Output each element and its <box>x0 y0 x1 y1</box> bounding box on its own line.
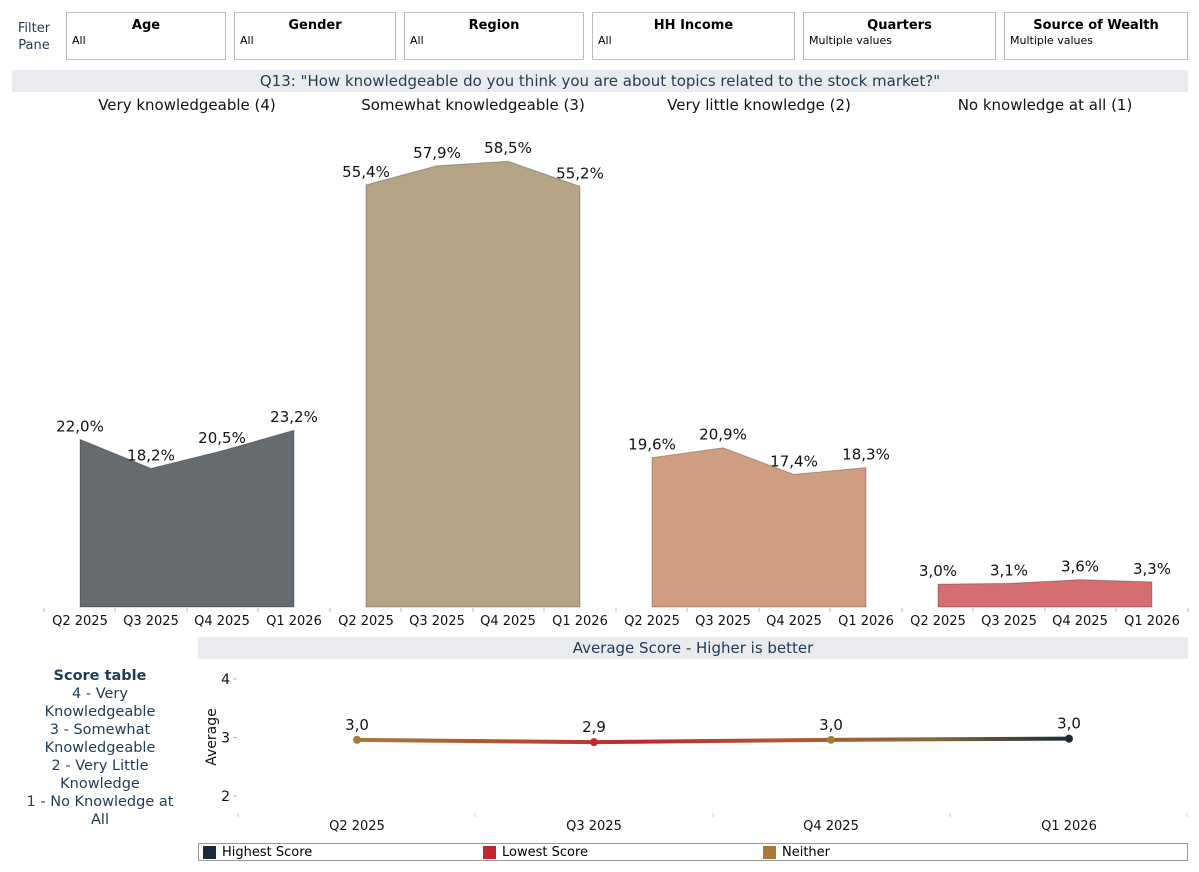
data-label: 57,9% <box>413 144 461 162</box>
data-label: 3,3% <box>1133 560 1171 578</box>
area-very-knowledgeable-4 <box>79 429 295 608</box>
filter-gender-title: Gender <box>288 18 342 33</box>
filter-source-of-wealth-title: Source of Wealth <box>1033 18 1159 33</box>
legend-swatch-lowest <box>483 846 496 859</box>
filter-age[interactable]: Age All <box>66 12 226 60</box>
x-tick-label: Q2 2025 <box>624 614 680 629</box>
panel-header-somewhat-knowledgeable-3: Somewhat knowledgeable (3) <box>361 96 585 114</box>
filter-pane-label: Filter Pane <box>17 21 51 53</box>
area-no-knowledge-at-all-1 <box>937 579 1153 608</box>
x-tick-label: Q1 2026 <box>266 614 322 629</box>
average-point <box>1065 734 1073 743</box>
filter-source-of-wealth-value: Multiple values <box>1010 34 1093 47</box>
x-tick-label: Q4 2025 <box>766 614 822 629</box>
filter-source-of-wealth[interactable]: Source of Wealth Multiple values <box>1004 12 1188 60</box>
x-tick-label: Q4 2025 <box>1052 614 1108 629</box>
x-tick-label: Q1 2026 <box>1124 614 1180 629</box>
y-tick-label: 4 <box>221 672 230 688</box>
score-table-line: 4 - Very Knowledgeable <box>44 686 156 720</box>
score-table-title: Score table <box>53 668 147 684</box>
data-label: 19,6% <box>628 436 676 454</box>
data-label: 17,4% <box>770 452 818 470</box>
x-tick-label: Q3 2025 <box>695 614 751 629</box>
data-label: 18,2% <box>127 446 175 464</box>
average-data-label: 2,9 <box>582 718 606 736</box>
filter-hh-income-value: All <box>598 34 612 47</box>
legend-item-lowest[interactable]: Lowest Score <box>483 845 588 860</box>
filter-quarters-title: Quarters <box>867 18 932 33</box>
y-tick-label: 2 <box>221 789 230 805</box>
filter-quarters-value: Multiple values <box>809 34 892 47</box>
data-label: 3,1% <box>990 561 1028 579</box>
legend: Highest Score Lowest Score Neither <box>198 843 1188 861</box>
data-label: 20,5% <box>198 429 246 447</box>
average-data-label: 3,0 <box>819 716 843 734</box>
x-tick-label: Q4 2025 <box>480 614 536 629</box>
legend-label-highest: Highest Score <box>222 845 313 860</box>
x-tick-label: Q1 2026 <box>838 614 894 629</box>
panel-header-very-knowledgeable-4: Very knowledgeable (4) <box>98 96 276 114</box>
legend-label-neither: Neither <box>782 845 831 860</box>
average-point <box>590 738 598 747</box>
data-label: 55,4% <box>342 163 390 181</box>
x-tick-label: Q1 2026 <box>1041 819 1097 834</box>
score-table: Score table 4 - Very Knowledgeable 3 - S… <box>18 667 182 829</box>
x-tick-label: Q2 2025 <box>338 614 394 629</box>
legend-swatch-highest <box>203 846 216 859</box>
filter-region[interactable]: Region All <box>404 12 584 60</box>
area-very-little-knowledge-2 <box>651 447 867 608</box>
filter-region-title: Region <box>468 18 520 33</box>
area-somewhat-knowledgeable-3 <box>365 160 581 608</box>
legend-item-neither[interactable]: Neither <box>763 845 830 860</box>
average-data-label: 3,0 <box>1057 715 1081 733</box>
x-tick-label: Q2 2025 <box>52 614 108 629</box>
data-label: 20,9% <box>699 426 747 444</box>
filter-region-value: All <box>410 34 424 47</box>
data-label: 55,2% <box>556 164 604 182</box>
average-data-label: 3,0 <box>345 716 369 734</box>
x-tick-label: Q2 2025 <box>329 819 385 834</box>
data-label: 23,2% <box>270 408 318 426</box>
question-title: Q13: "How knowledgeable do you think you… <box>12 70 1188 92</box>
average-point <box>353 735 361 744</box>
legend-item-highest[interactable]: Highest Score <box>203 845 312 860</box>
panel-header-very-little-knowledge-2: Very little knowledge (2) <box>667 96 851 114</box>
x-tick-label: Q3 2025 <box>981 614 1037 629</box>
filter-age-title: Age <box>131 18 161 33</box>
x-tick-label: Q2 2025 <box>910 614 966 629</box>
x-tick-label: Q3 2025 <box>409 614 465 629</box>
area-chart: Very knowledgeable (4) 22,0% 18,2% 20,5% 23,… <box>43 96 1189 629</box>
data-label: 58,5% <box>484 139 532 157</box>
score-table-line: 1 - No Knowledge at All <box>26 794 174 828</box>
legend-swatch-neither <box>763 846 776 859</box>
average-score-title: Average Score - Higher is better <box>198 637 1188 659</box>
average-point <box>827 735 835 744</box>
x-tick-label: Q1 2026 <box>552 614 608 629</box>
filter-gender[interactable]: Gender All <box>234 12 396 60</box>
filter-quarters[interactable]: Quarters Multiple values <box>803 12 996 60</box>
score-table-line: 2 - Very Little Knowledge <box>51 758 149 792</box>
y-tick-label: 3 <box>221 731 230 747</box>
x-tick-label: Q3 2025 <box>123 614 179 629</box>
panel-header-no-knowledge-at-all-1: No knowledge at all (1) <box>958 96 1133 114</box>
filter-gender-value: All <box>240 34 254 47</box>
data-label: 18,3% <box>842 446 890 464</box>
average-line <box>356 736 1070 745</box>
filter-hh-income-title: HH Income <box>653 18 734 33</box>
data-label: 3,6% <box>1061 558 1099 576</box>
data-label: 22,0% <box>56 417 104 435</box>
data-label: 3,0% <box>919 562 957 580</box>
x-tick-label: Q4 2025 <box>194 614 250 629</box>
x-tick-label: Q3 2025 <box>566 819 622 834</box>
y-axis-label: Average <box>204 708 220 766</box>
x-tick-label: Q4 2025 <box>803 819 859 834</box>
score-table-line: 3 - Somewhat Knowledgeable <box>44 722 156 756</box>
average-line-chart: Average 2 3 4 3,0 Q2 2025 2,9 Q3 2025 3,0 Q4 2025… <box>204 672 1188 834</box>
filter-hh-income[interactable]: HH Income All <box>592 12 795 60</box>
filter-age-value: All <box>72 34 86 47</box>
legend-label-lowest: Lowest Score <box>502 845 589 860</box>
